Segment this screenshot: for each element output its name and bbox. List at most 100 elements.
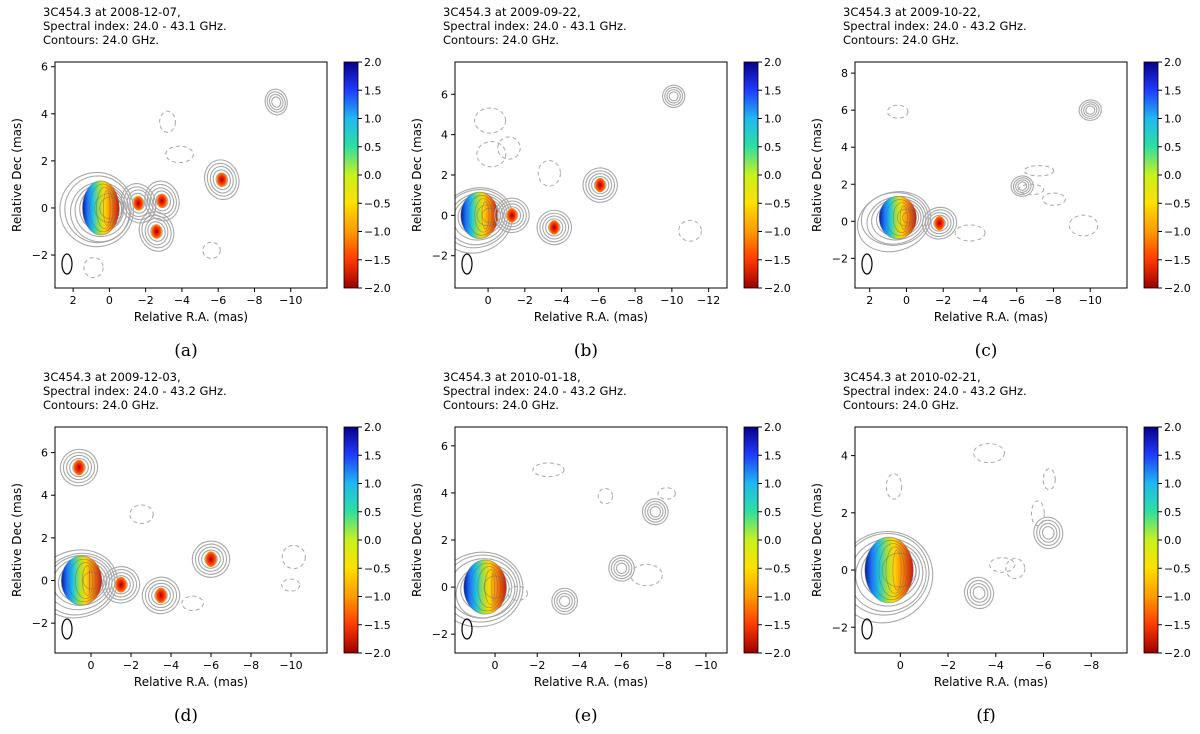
panel-title-line: Spectral index: 24.0 - 43.1 GHz. [443, 19, 627, 33]
core-contour [477, 566, 501, 609]
plot-area [857, 99, 1102, 275]
contour-group [551, 587, 578, 615]
colorbar-tick-label: −0.5 [1164, 197, 1191, 210]
contour-line [69, 457, 89, 478]
core-contour [491, 572, 495, 602]
plot-area [55, 448, 306, 640]
colorbar-tick-label: 0.5 [1164, 141, 1182, 154]
core-contour [864, 536, 914, 604]
contour-line [141, 576, 181, 615]
contour-line [539, 212, 570, 243]
contour-line [1039, 522, 1058, 543]
plot-area [855, 443, 1064, 640]
contour-line [497, 200, 527, 231]
panel-title-line: 3C454.3 at 2009-10-22, [843, 5, 981, 19]
contour-line [152, 190, 172, 212]
colorbar [343, 426, 359, 654]
colorbar-tick-label: −1.0 [764, 591, 791, 604]
contour-line [1078, 99, 1102, 121]
x-tick-label: −8 [627, 294, 643, 307]
contour-line [502, 206, 522, 225]
negative-contour [159, 110, 176, 133]
contour-line [582, 167, 618, 203]
colorbar-tick-label: 0.0 [364, 534, 382, 547]
colorbar-tick-label: −0.5 [364, 197, 391, 210]
contour-line [855, 538, 927, 613]
colorbar-tick-label: −1.5 [1164, 254, 1191, 267]
panel-caption: (b) [574, 341, 598, 361]
contour-line [585, 170, 616, 200]
x-tick-label: −4 [163, 659, 179, 672]
contour-line [212, 169, 232, 191]
contour-line [644, 500, 667, 523]
knot-spectral-index [156, 193, 168, 209]
panel: 3C454.3 at 2010-01-18,Spectral index: 24… [410, 370, 791, 726]
contour-line [921, 206, 958, 240]
core-contour [474, 198, 493, 233]
colorbar-tick-label: −2.0 [1164, 282, 1191, 295]
contour-line [149, 187, 175, 215]
y-tick-label: −2 [432, 250, 448, 263]
contour-line [201, 549, 221, 569]
contour-group [494, 197, 530, 234]
plot-area [455, 462, 676, 640]
contour-group [1078, 99, 1102, 121]
contour-line [209, 165, 234, 194]
contour-line [536, 209, 572, 246]
core-contour [899, 205, 908, 230]
colorbar-tick-label: −0.5 [764, 197, 791, 210]
beam-ellipse [861, 618, 873, 640]
colorbar-tick-label: −1.5 [364, 619, 391, 632]
contour-line [972, 586, 986, 600]
core-contour [60, 555, 103, 606]
x-tick-label: −8 [656, 659, 672, 672]
x-tick-label: 0 [88, 659, 95, 672]
x-tick-label: −4 [553, 294, 569, 307]
contour-line [924, 209, 955, 238]
x-axis-label: Relative R.A. (mas) [934, 310, 1048, 324]
contour-line [126, 189, 151, 218]
y-tick-label: 6 [41, 61, 48, 74]
knot-spectral-index [595, 177, 606, 193]
knot-spectral-index [216, 172, 227, 187]
colorbar-tick-label: 0.0 [364, 169, 382, 182]
core-contour [81, 565, 94, 596]
colorbar-tick-label: 2.0 [1164, 421, 1182, 434]
plot-area [455, 84, 702, 275]
contour-line [855, 532, 930, 616]
y-tick-label: 0 [41, 575, 48, 588]
colorbar-tick-label: 0.0 [1164, 169, 1182, 182]
core-contour [878, 195, 917, 240]
contour-line [963, 576, 995, 610]
core-contour [878, 543, 908, 597]
panel-title-line: 3C454.3 at 2009-09-22, [443, 5, 581, 19]
core-contour [902, 211, 914, 224]
core-contour [82, 180, 120, 236]
core-contour [481, 201, 490, 230]
colorbar-tick-label: 0.0 [764, 169, 782, 182]
colorbar-tick-label: 2.0 [764, 421, 782, 434]
contour-group [1033, 516, 1064, 550]
contour-line [649, 506, 661, 518]
panel-title-line: Contours: 24.0 GHz. [43, 33, 159, 47]
contour-line [455, 189, 511, 249]
colorbar-tick-label: −1.0 [364, 226, 391, 239]
negative-contour [507, 585, 528, 601]
colorbar-tick-label: −1.0 [764, 226, 791, 239]
x-tick-label: −6 [613, 659, 629, 672]
contour-line [123, 186, 154, 221]
knot-spectral-index [115, 576, 127, 593]
contour-group [921, 206, 958, 240]
negative-contour [886, 104, 909, 119]
knot-spectral-index [151, 224, 162, 239]
core-contour [892, 202, 911, 233]
colorbar-tick-label: 0.5 [764, 141, 782, 154]
contour-line [969, 583, 989, 603]
y-axis-label: Relative Dec (mas) [810, 483, 824, 597]
beam-ellipse [61, 253, 73, 275]
colorbar-tick-label: 0.5 [364, 141, 382, 154]
y-axis-label: Relative Dec (mas) [410, 118, 424, 232]
panel-caption: (c) [975, 341, 998, 361]
